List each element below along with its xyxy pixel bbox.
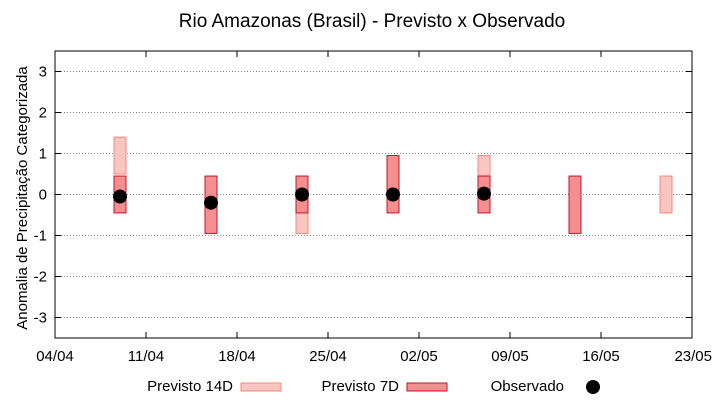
legend-item-previsto-7d: Previsto 7D <box>321 378 448 395</box>
series-observado <box>113 186 491 210</box>
bar-previsto-14d <box>113 136 127 175</box>
legend-item-previsto-14d: Previsto 14D <box>147 378 282 395</box>
legend-marker-observado <box>586 380 600 394</box>
bar-previsto-14d <box>477 155 491 177</box>
x-axis-ticks: 04/04 11/04 18/04 25/04 02/05 09/05 16/05 23/05 <box>36 51 712 365</box>
grid <box>55 71 692 318</box>
y-tick-label: 1 <box>39 146 47 163</box>
y-tick-label: 3 <box>39 64 47 81</box>
y-axis-label: Anomalia de Precipitação Categorizada <box>14 66 31 330</box>
chart-title: Rio Amazonas (Brasil) - Previsto x Obser… <box>179 11 565 32</box>
legend-label-previsto-14d: Previsto 14D <box>147 378 233 395</box>
x-tick-label: 04/04 <box>36 348 74 365</box>
x-tick-label: 02/05 <box>400 348 438 365</box>
x-tick-label: 23/05 <box>674 348 712 365</box>
x-tick-label: 11/04 <box>128 348 164 365</box>
bar-previsto-14d <box>659 175 673 214</box>
y-tick-label: 2 <box>39 105 47 122</box>
y-tick-label: -3 <box>34 310 47 327</box>
y-axis-ticks: -3 -2 -1 0 1 2 3 <box>34 64 692 327</box>
bar-previsto-7d <box>386 155 400 214</box>
legend-swatch-previsto-14d <box>240 382 282 392</box>
point-observado <box>386 187 400 202</box>
legend-item-observado: Observado <box>491 378 600 395</box>
y-tick-label: 0 <box>39 187 47 204</box>
point-observado <box>477 186 491 201</box>
point-observado <box>113 189 127 204</box>
point-observado <box>295 187 309 202</box>
y-tick-label: -2 <box>34 269 47 286</box>
y-tick-label: -1 <box>34 228 47 245</box>
plot-frame <box>54 50 693 339</box>
x-tick-label: 16/05 <box>582 348 620 365</box>
legend-label-previsto-7d: Previsto 7D <box>321 378 399 395</box>
legend: Previsto 14D Previsto 7D Observado <box>147 378 600 395</box>
bar-previsto-7d <box>568 175 582 234</box>
x-tick-label: 25/04 <box>309 348 347 365</box>
x-tick-label: 09/05 <box>491 348 529 365</box>
legend-label-observado: Observado <box>491 378 564 395</box>
point-observado <box>204 195 218 210</box>
legend-swatch-previsto-7d <box>406 382 448 392</box>
x-tick-label: 18/04 <box>218 348 256 365</box>
